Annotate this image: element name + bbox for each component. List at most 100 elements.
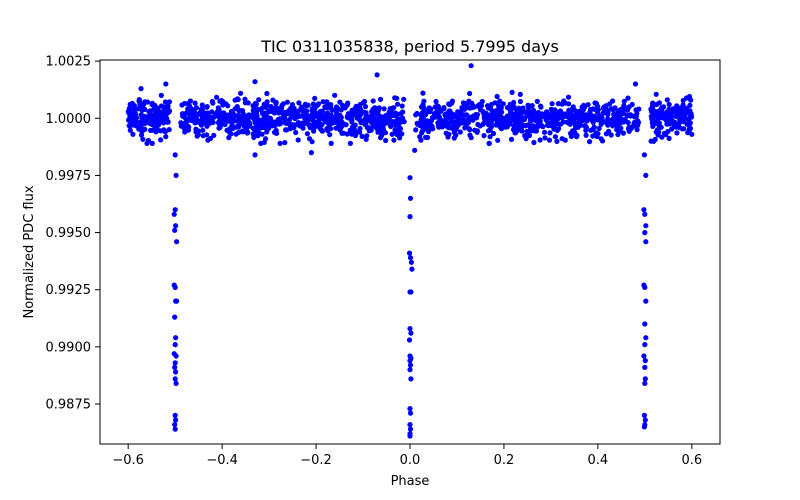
transit-point — [407, 195, 414, 201]
transit-point — [641, 353, 647, 359]
data-point — [607, 101, 613, 107]
data-point — [288, 112, 295, 118]
data-point — [144, 99, 151, 105]
data-point — [507, 121, 513, 127]
data-point — [568, 130, 574, 136]
data-point — [608, 132, 614, 138]
data-point — [581, 104, 588, 110]
data-point — [448, 119, 454, 125]
data-point — [214, 94, 220, 100]
data-point — [486, 140, 492, 146]
data-point — [572, 130, 578, 136]
transit-point — [172, 284, 178, 290]
x-tick-label: 0.6 — [681, 453, 702, 468]
transit-point — [407, 410, 414, 416]
data-point — [481, 133, 487, 139]
data-point — [525, 102, 531, 108]
data-point — [236, 129, 242, 135]
data-point — [370, 98, 376, 104]
data-point — [466, 117, 472, 123]
data-point — [369, 120, 375, 126]
data-point — [198, 110, 204, 116]
data-point — [618, 125, 624, 131]
data-point — [674, 130, 680, 136]
data-point — [524, 128, 530, 135]
data-point — [310, 101, 316, 107]
data-point — [615, 120, 621, 126]
data-point — [381, 106, 387, 112]
x-tick-label: −0.4 — [206, 453, 238, 468]
data-point — [629, 101, 635, 108]
data-point — [156, 111, 162, 117]
transit-point — [408, 259, 414, 265]
data-point — [534, 98, 540, 104]
transit-point — [172, 360, 178, 366]
data-point — [300, 125, 306, 131]
data-point — [149, 100, 155, 106]
data-point — [305, 117, 311, 123]
transit-point — [641, 207, 647, 213]
data-point — [446, 108, 452, 115]
data-point — [351, 124, 357, 130]
transit-point — [642, 380, 648, 386]
data-point — [384, 118, 390, 124]
transit-point — [641, 152, 648, 158]
data-point — [235, 123, 241, 129]
data-point — [455, 117, 461, 123]
data-point — [271, 110, 277, 116]
data-point — [380, 124, 386, 130]
data-point — [182, 129, 188, 135]
data-point — [187, 103, 193, 109]
data-point — [163, 81, 169, 87]
data-point — [366, 128, 372, 134]
data-point — [130, 131, 136, 137]
data-point — [581, 115, 587, 121]
data-point — [443, 130, 449, 136]
data-point — [327, 121, 333, 127]
data-point — [308, 150, 314, 156]
data-point — [137, 119, 143, 125]
data-point — [221, 110, 227, 116]
data-point — [328, 140, 334, 146]
data-point — [656, 129, 662, 135]
data-point — [583, 132, 589, 138]
transit-point — [172, 422, 178, 428]
transit-point — [173, 369, 179, 375]
data-point — [158, 103, 165, 109]
data-point — [570, 104, 576, 110]
data-point — [574, 134, 580, 140]
data-point — [517, 91, 523, 97]
data-point — [487, 127, 493, 133]
data-point — [370, 109, 376, 115]
data-point — [546, 137, 553, 143]
data-point — [217, 98, 223, 104]
data-point — [196, 120, 202, 126]
data-point — [316, 119, 322, 125]
transit-point — [642, 342, 648, 348]
data-point — [250, 103, 256, 109]
data-point — [146, 109, 152, 115]
data-point — [489, 108, 495, 114]
transit-point — [172, 207, 178, 213]
data-point — [179, 102, 185, 108]
y-axis-label: Normalized PDC flux — [22, 185, 37, 318]
data-point — [467, 132, 473, 138]
data-point — [552, 107, 558, 113]
data-point — [127, 123, 133, 129]
data-point — [388, 123, 394, 130]
data-point — [344, 102, 350, 108]
data-point — [472, 127, 478, 133]
data-point — [554, 138, 560, 144]
data-point — [367, 114, 373, 120]
data-point — [149, 119, 155, 125]
transit-point — [642, 376, 648, 382]
data-point — [625, 120, 631, 126]
data-point — [300, 109, 306, 115]
data-point — [131, 103, 137, 109]
data-point — [425, 128, 432, 135]
data-point — [216, 107, 222, 113]
data-point — [575, 124, 581, 130]
transit-point — [642, 321, 648, 327]
data-point — [332, 119, 338, 125]
transit-point — [173, 380, 179, 386]
